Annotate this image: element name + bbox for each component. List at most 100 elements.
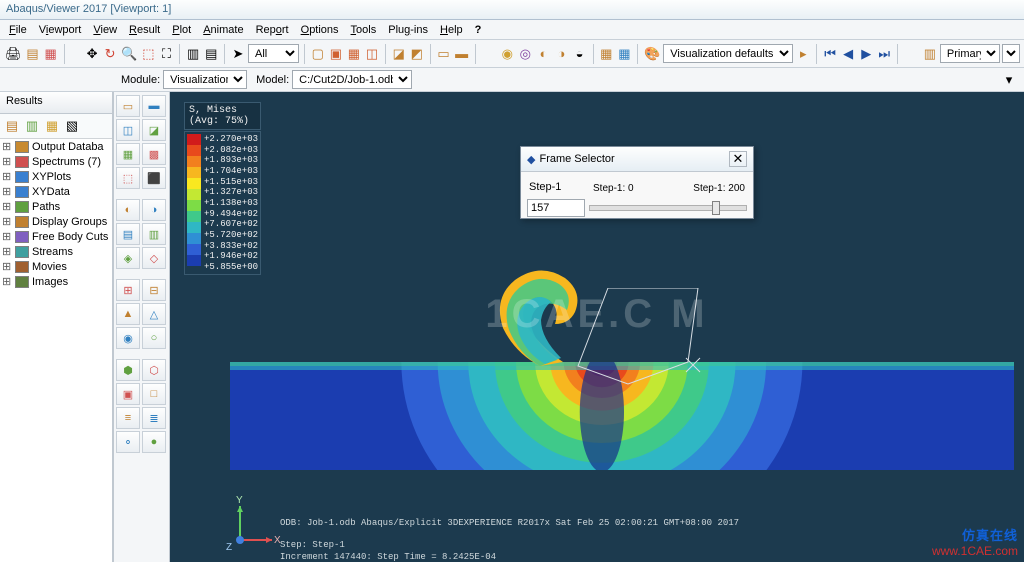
r2-icon[interactable]: ▣	[328, 43, 344, 65]
tree-item[interactable]: ⊞Free Body Cuts	[0, 229, 112, 244]
zoom-icon[interactable]: 🔍	[120, 43, 138, 65]
toolbox-btn[interactable]: ▲	[116, 303, 140, 325]
tree-item[interactable]: ⊞Output Databa	[0, 139, 112, 154]
toolbox-btn[interactable]: ▤	[116, 223, 140, 245]
viewport[interactable]: S, Mises (Avg: 75%) +2.270e+03+2.082e+03…	[170, 92, 1024, 562]
model-combo[interactable]: C:/Cut2D/Job-1.odb	[292, 70, 412, 89]
toolbox-btn[interactable]: ⚬	[116, 431, 140, 453]
frame-value-input[interactable]	[527, 199, 585, 217]
menu-plot[interactable]: Plot	[167, 22, 196, 37]
select-all-combo[interactable]: All	[248, 44, 299, 63]
tree-btn1[interactable]: ▤	[3, 117, 21, 135]
frame-selector-dialog[interactable]: ◆ Frame Selector ✕ Step-1 Step-1: 0 Step…	[520, 146, 754, 219]
menu-file[interactable]: File	[4, 22, 32, 37]
c5-icon[interactable]: ◒	[571, 43, 587, 65]
toolbox-btn[interactable]: ≣	[142, 407, 166, 429]
s-combo[interactable]: S	[1002, 44, 1020, 63]
tree-item[interactable]: ⊞Spectrums (7)	[0, 154, 112, 169]
tree-item[interactable]: ⊞Streams	[0, 244, 112, 259]
cursor-icon[interactable]: ➤	[230, 43, 246, 65]
r7-icon[interactable]: ▭	[436, 43, 452, 65]
menu-view[interactable]: View	[88, 22, 122, 37]
close-icon[interactable]: ✕	[729, 151, 747, 167]
c2-icon[interactable]: ◎	[517, 43, 533, 65]
menu-plugins[interactable]: Plug-ins	[383, 22, 433, 37]
toolbox-btn[interactable]: ≡	[116, 407, 140, 429]
persp2-icon[interactable]: ▤	[203, 43, 219, 65]
menu-options[interactable]: Options	[296, 22, 344, 37]
toolbox-btn[interactable]: ◫	[116, 119, 140, 141]
r8-icon[interactable]: ▬	[454, 43, 470, 65]
rotate-icon[interactable]: ↻	[102, 43, 118, 65]
r4-icon[interactable]: ◫	[364, 43, 380, 65]
next-icon[interactable]: ▶	[858, 43, 874, 65]
palette-icon[interactable]: 🎨	[643, 43, 661, 65]
tree-item[interactable]: ⊞Movies	[0, 259, 112, 274]
toolbox-btn[interactable]: □	[142, 383, 166, 405]
toolbox-btn[interactable]: ▭	[116, 95, 140, 117]
r1-icon[interactable]: ▢	[310, 43, 326, 65]
print-icon[interactable]: 🖨	[4, 43, 23, 65]
menu-query[interactable]: ?	[470, 22, 487, 37]
menu-tools[interactable]: Tools	[346, 22, 382, 37]
c3-icon[interactable]: ◐	[535, 43, 551, 65]
toolbox-btn[interactable]: ▬	[142, 95, 166, 117]
toolbox-btn[interactable]: ⬛	[142, 167, 166, 189]
persp1-icon[interactable]: ▥	[185, 43, 201, 65]
toolbox-btn[interactable]: ▣	[116, 383, 140, 405]
r6-icon[interactable]: ◩	[409, 43, 425, 65]
apply-icon[interactable]: ▸	[795, 43, 811, 65]
c7-icon[interactable]: ▦	[616, 43, 632, 65]
toolbox-btn[interactable]: ⊟	[142, 279, 166, 301]
frame-slider[interactable]	[589, 205, 747, 211]
tree-btn4[interactable]: ▧	[63, 117, 81, 135]
toolbox-btn[interactable]: ⬚	[116, 167, 140, 189]
results-tab[interactable]: Results	[0, 92, 112, 114]
stack-icon[interactable]: ▦	[43, 43, 59, 65]
r5-icon[interactable]: ◪	[391, 43, 407, 65]
zoom-box-icon[interactable]: ⬚	[140, 43, 156, 65]
module-combo[interactable]: Visualization	[163, 70, 247, 89]
menu-animate[interactable]: Animate	[198, 22, 248, 37]
model-tree[interactable]: ⊞Output Databa⊞Spectrums (7)⊞XYPlots⊞XYD…	[0, 139, 112, 562]
toolbox-btn[interactable]: ◈	[116, 247, 140, 269]
toolbox-btn[interactable]: ●	[142, 431, 166, 453]
primary-combo[interactable]: Primary	[940, 44, 1000, 63]
tree-item[interactable]: ⊞Paths	[0, 199, 112, 214]
collapse-icon[interactable]: ▾	[998, 69, 1020, 91]
toolbox-btn[interactable]: ⬡	[142, 359, 166, 381]
tree-item[interactable]: ⊞XYPlots	[0, 169, 112, 184]
first-icon[interactable]: ⏮	[822, 43, 838, 65]
menu-viewport[interactable]: Viewport	[34, 22, 87, 37]
menu-report[interactable]: Report	[251, 22, 294, 37]
c4-icon[interactable]: ◑	[553, 43, 569, 65]
fit-icon[interactable]: ⛶	[158, 43, 174, 65]
toolbox-btn[interactable]: ◪	[142, 119, 166, 141]
tree-btn3[interactable]: ▦	[43, 117, 61, 135]
tree-btn2[interactable]: ▥	[23, 117, 41, 135]
tree-item[interactable]: ⊞Images	[0, 274, 112, 289]
pan-icon[interactable]: ✥	[84, 43, 100, 65]
r3-icon[interactable]: ▦	[346, 43, 362, 65]
tree-item[interactable]: ⊞XYData	[0, 184, 112, 199]
menu-help[interactable]: Help	[435, 22, 468, 37]
viz-defaults-combo[interactable]: Visualization defaults	[663, 44, 793, 63]
var-icon[interactable]: ▥	[922, 43, 938, 65]
tree-item[interactable]: ⊞Display Groups	[0, 214, 112, 229]
toolbox-btn[interactable]: ⊞	[116, 279, 140, 301]
menu-result[interactable]: Result	[124, 22, 165, 37]
c1-icon[interactable]: ◉	[499, 43, 515, 65]
toolbox-btn[interactable]: ◉	[116, 327, 140, 349]
toolbox-btn[interactable]: ○	[142, 327, 166, 349]
toolbox-btn[interactable]: △	[142, 303, 166, 325]
toolbox-btn[interactable]: ▥	[142, 223, 166, 245]
db-icon[interactable]: ▤	[25, 43, 41, 65]
toolbox-btn[interactable]: ◐	[116, 199, 140, 221]
toolbox-btn[interactable]: ▩	[142, 143, 166, 165]
toolbox-btn[interactable]: ⬢	[116, 359, 140, 381]
c6-icon[interactable]: ▦	[598, 43, 614, 65]
prev-icon[interactable]: ◀	[840, 43, 856, 65]
toolbox-btn[interactable]: ▦	[116, 143, 140, 165]
toolbox-btn[interactable]: ◑	[142, 199, 166, 221]
last-icon[interactable]: ⏭	[876, 43, 892, 65]
